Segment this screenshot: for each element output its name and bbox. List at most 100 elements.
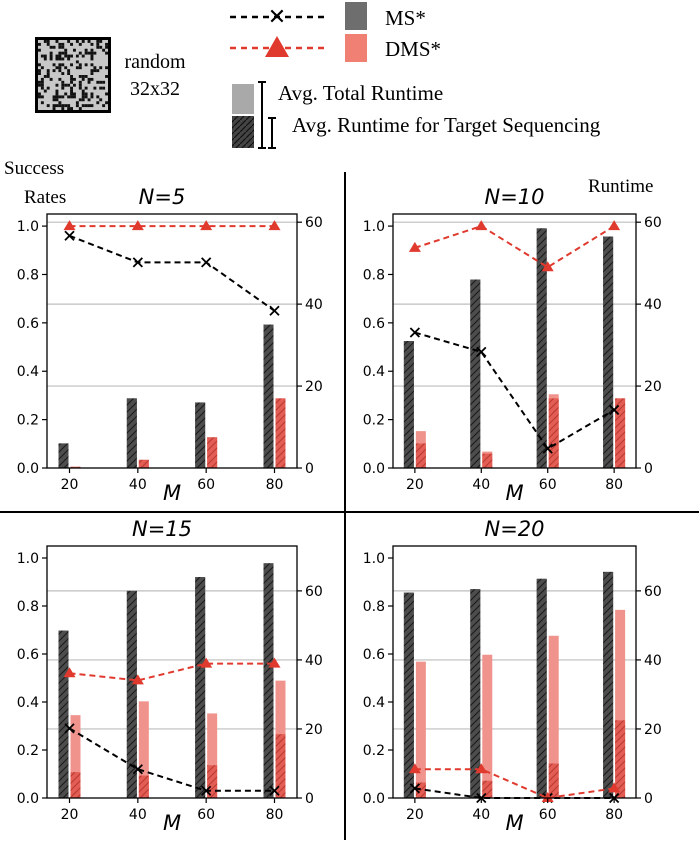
ms-success-marker [201, 257, 212, 268]
ms-success-marker [476, 346, 487, 358]
ms-marker-stroke [201, 785, 212, 796]
ms-target-seq-bar [195, 402, 206, 468]
right-tick-label: 20 [305, 722, 323, 738]
left-tick-label: 1.0 [17, 551, 39, 567]
dms-target-seq-bar [548, 398, 559, 468]
ms-target-seq-bar [403, 341, 414, 468]
right-tick-label: 40 [305, 653, 323, 669]
x-tick-label: 40 [129, 477, 147, 493]
dms-target-seq-bar [138, 459, 149, 468]
dms-success-marker [608, 220, 621, 231]
dms-total-runtime-bar [70, 715, 81, 798]
x-tick-label: 20 [61, 807, 79, 823]
left-axis-title-line2: Rates [24, 187, 66, 208]
dms-target-seq-bar [275, 734, 286, 798]
ms-legend-marker: ✕ [268, 5, 286, 30]
left-tick-label: 0.8 [17, 599, 39, 615]
chart-title: N=20 [484, 517, 544, 541]
x-axis-label: M [163, 811, 181, 835]
left-tick-label: 0.2 [363, 743, 385, 759]
dms-total-runtime-bar [548, 635, 559, 798]
ms-success-marker [269, 305, 280, 316]
ms-success-marker [132, 257, 143, 268]
left-tick-label: 0.6 [363, 316, 385, 332]
left-tick-label: 0.8 [363, 599, 385, 615]
ms-success-line [69, 234, 276, 312]
right-tick-label: 20 [644, 379, 662, 395]
dms-target-seq-bar [138, 775, 149, 798]
dms-success-marker [131, 220, 144, 231]
plot-frame [392, 545, 637, 799]
x-tick-label: 60 [539, 477, 557, 493]
ms-marker-stroke [542, 443, 553, 454]
ms-marker-stroke [269, 785, 280, 796]
right-tick-label: 0 [305, 791, 314, 807]
dms-success-marker [63, 667, 76, 678]
left-axis-title-line1: Success [4, 158, 64, 179]
ms-target-seq-bar [536, 578, 547, 798]
ms-target-seq-bar [403, 592, 414, 798]
dms-success-marker [408, 763, 421, 774]
left-tick-label: 0.4 [363, 364, 385, 380]
total-runtime-swatch [232, 84, 254, 114]
ms-target-seq-bar [195, 577, 206, 798]
right-tick-label: 60 [305, 215, 323, 231]
x-tick-label: 60 [197, 807, 215, 823]
left-tick-label: 0.6 [17, 316, 39, 332]
dms-success-marker [131, 674, 144, 685]
ms-success-marker [64, 723, 75, 734]
ms-target-seq-bar [603, 236, 614, 468]
map-label-line1: random [124, 51, 186, 73]
ms-success-marker [132, 764, 143, 775]
total-runtime-label: Avg. Total Runtime [278, 81, 443, 105]
dms-legend-label: DMS* [385, 37, 441, 61]
ms-success-line [68, 727, 275, 792]
dms-legend-marker [265, 36, 289, 57]
x-axis-label: M [505, 481, 523, 505]
dms-success-marker [200, 657, 213, 668]
left-tick-label: 0.6 [363, 647, 385, 663]
dms-target-seq-bar [70, 772, 81, 798]
random-map-icon [35, 37, 111, 113]
x-tick-label: 20 [406, 807, 424, 823]
ms-target-seq-bar [58, 443, 69, 468]
left-tick-label: 0.0 [363, 791, 385, 807]
ms-target-seq-bar [470, 279, 481, 468]
left-tick-label: 0.0 [363, 461, 385, 477]
ms-marker-stroke [64, 230, 75, 241]
x-tick-label: 40 [472, 807, 490, 823]
left-tick-label: 0.4 [17, 695, 39, 711]
dms-target-seq-bar [615, 720, 626, 798]
dms-success-line [69, 662, 275, 682]
left-tick-label: 0.8 [17, 267, 39, 283]
dms-target-seq-bar [415, 443, 426, 468]
chart-panel-3: 0.0 0.2 0.4 0.6 0.8 1.0 0 20 40 60 20 40 60 80 M N=15 [17, 517, 323, 835]
right-tick-label: 60 [644, 584, 662, 600]
ms-marker-stroke [476, 346, 487, 358]
left-tick-label: 0.8 [363, 267, 385, 283]
x-tick-label: 40 [472, 477, 490, 493]
dms-total-runtime-bar [482, 654, 493, 798]
ms-success-marker [269, 785, 280, 796]
x-tick-label: 60 [197, 477, 215, 493]
right-axis-title: Runtime [588, 176, 653, 197]
ms-marker-stroke [201, 257, 212, 268]
ms-target-seq-bar [536, 228, 547, 468]
x-tick-label: 60 [539, 807, 557, 823]
chart-title: N=10 [484, 185, 544, 209]
ms-marker-stroke [132, 257, 143, 268]
ms-marker-stroke [608, 404, 620, 416]
ms-marker-stroke [132, 764, 143, 775]
right-tick-label: 0 [305, 461, 314, 477]
dms-success-marker [475, 220, 488, 231]
dms-target-seq-bar [548, 763, 559, 798]
right-tick-label: 60 [644, 215, 662, 231]
ms-marker-stroke [64, 723, 75, 734]
ms-legend-label: MS* [385, 6, 426, 30]
dms-success-marker [268, 220, 281, 231]
dms-total-runtime-bar [207, 713, 218, 798]
plot-frame [46, 545, 298, 799]
left-tick-label: 0.0 [17, 461, 39, 477]
x-tick-label: 80 [605, 477, 623, 493]
